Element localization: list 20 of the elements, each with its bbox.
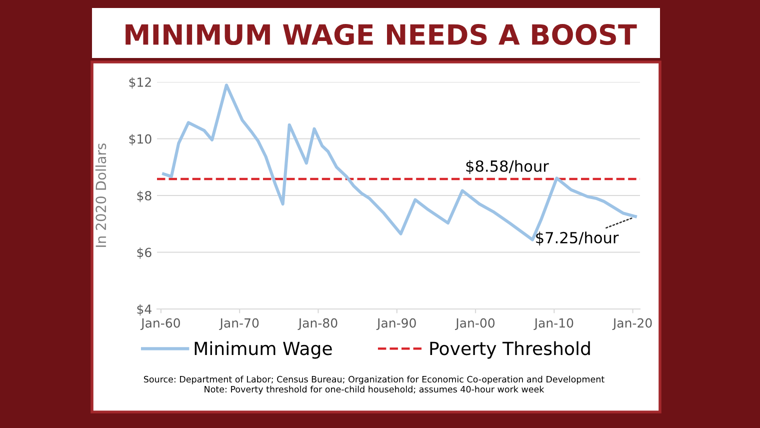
source-note: Source: Department of Labor; Census Bureau; Organization for Economic Co-operation and Development <box>144 376 604 384</box>
y-axis-title: In 2020 Dollars <box>95 143 106 247</box>
y-tick-label: $4 <box>137 304 152 316</box>
x-tick-label: Jan-70 <box>219 318 259 330</box>
x-tick-label: Jan-90 <box>376 318 416 330</box>
text: Note: Poverty threshold for one-child household; assumes 40-hour work week <box>204 386 544 394</box>
annotation: $8.58/hour <box>466 160 549 174</box>
y-tick-label: $6 <box>137 248 152 259</box>
y-tick-label: $8 <box>137 190 152 202</box>
x-tick-label: Jan-10 <box>534 318 574 330</box>
x-tick-label: Jan-60 <box>140 318 180 330</box>
x-tick-label: Jan-20 <box>612 318 652 330</box>
chart-title: MINIMUM WAGE NEEDS A BOOST <box>126 24 637 46</box>
y-tick-label: $12 <box>129 77 151 89</box>
y-tick-label: $10 <box>129 134 152 146</box>
legend-label: Poverty Threshold <box>430 341 590 359</box>
annotation: $7.25/hour <box>536 232 619 246</box>
legend-label: Minimum Wage <box>194 341 332 359</box>
x-tick-label: Jan-00 <box>455 318 495 330</box>
x-tick-label: Jan-80 <box>298 318 338 330</box>
